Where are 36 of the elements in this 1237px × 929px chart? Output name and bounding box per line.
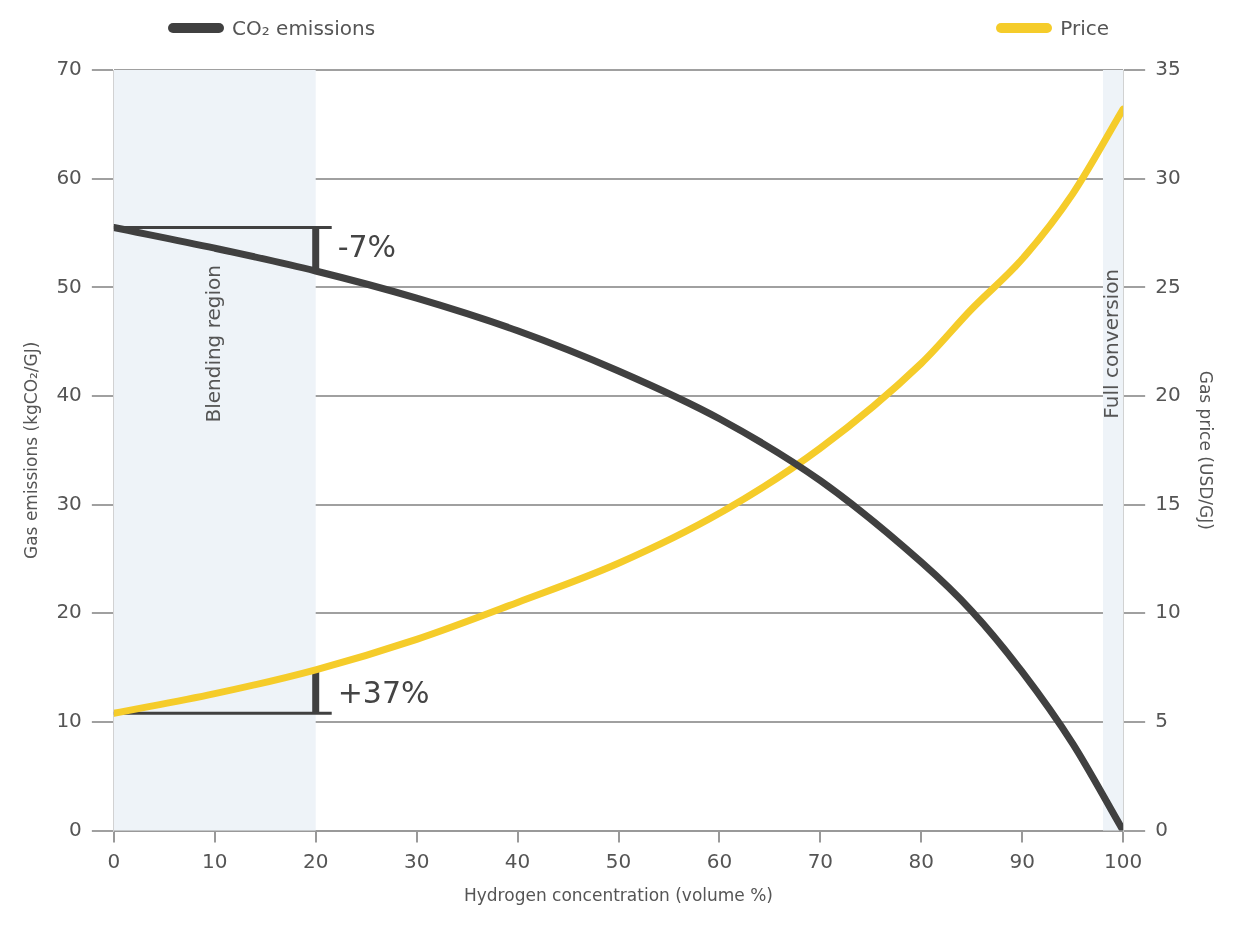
y2-tick-label: 5 xyxy=(1155,708,1168,733)
x-tick-label: 30 xyxy=(403,848,430,873)
annotation: +37% xyxy=(337,674,430,710)
legend-label: CO₂ emissions xyxy=(232,16,376,40)
y2-tick-label: 10 xyxy=(1155,599,1181,624)
y-tick-label: 40 xyxy=(56,382,82,407)
x-tick-label: 80 xyxy=(908,848,935,873)
band-label: Blending region xyxy=(200,265,225,423)
y-tick-label: 0 xyxy=(69,816,82,841)
y2-tick-label: 15 xyxy=(1155,490,1181,515)
y2-tick-label: 20 xyxy=(1155,382,1181,407)
y-tick-label: 10 xyxy=(56,708,82,733)
y2-axis-title: Gas price (USD/GJ) xyxy=(1196,370,1217,530)
x-tick-label: 70 xyxy=(807,848,834,873)
band-label: Full conversion xyxy=(1099,268,1124,419)
y-tick-label: 20 xyxy=(56,599,82,624)
y2-tick-label: 25 xyxy=(1155,273,1181,298)
x-tick-label: 100 xyxy=(1104,848,1143,873)
x-axis-title: Hydrogen concentration (volume %) xyxy=(463,885,774,906)
x-tick-label: 20 xyxy=(302,848,329,873)
y-tick-label: 70 xyxy=(56,56,82,81)
y-tick-label: 60 xyxy=(56,164,82,189)
y2-tick-label: 30 xyxy=(1155,164,1181,189)
x-tick-label: 10 xyxy=(202,848,228,873)
x-tick-label: 50 xyxy=(605,848,632,873)
y-axis-title: Gas emissions (kgCO₂/GJ) xyxy=(20,341,41,559)
y2-tick-label: 35 xyxy=(1155,56,1181,81)
y-tick-label: 30 xyxy=(56,490,82,515)
y2-tick-label: 0 xyxy=(1155,816,1168,841)
y-tick-label: 50 xyxy=(56,273,82,298)
legend-label: Price xyxy=(1060,16,1109,40)
x-tick-label: 0 xyxy=(107,848,121,873)
x-tick-label: 40 xyxy=(504,848,531,873)
annotation: -7% xyxy=(337,229,397,265)
x-tick-label: 60 xyxy=(706,848,733,873)
x-tick-label: 90 xyxy=(1009,848,1035,873)
